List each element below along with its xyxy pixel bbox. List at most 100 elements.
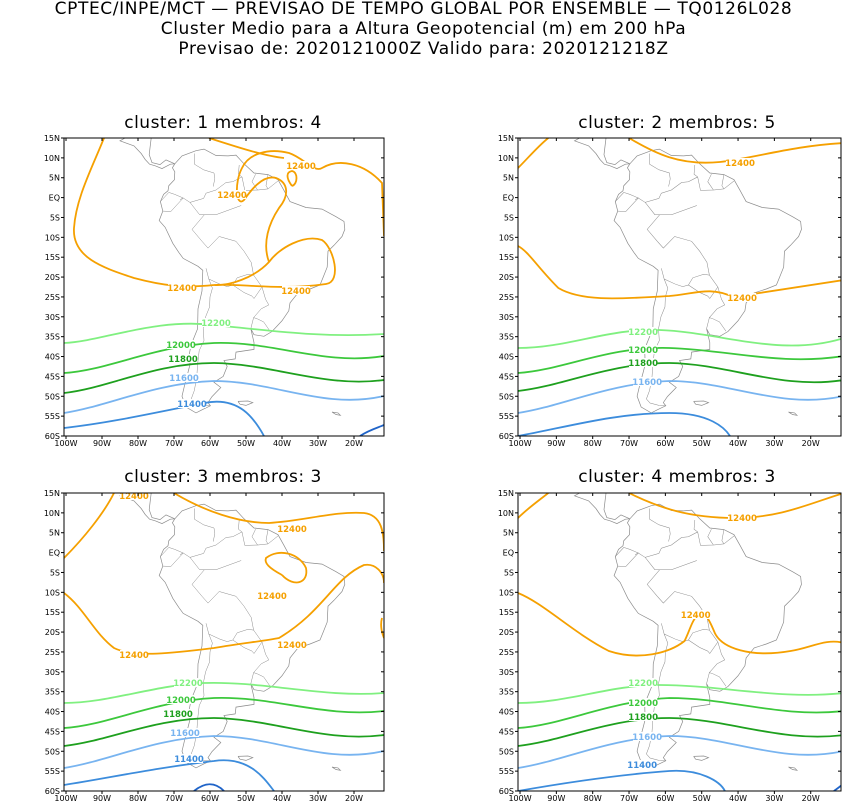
contour-label-12000: 12000 bbox=[166, 696, 196, 706]
lat-label: 30S bbox=[45, 668, 60, 677]
lon-label: 40W bbox=[729, 439, 747, 448]
lon-label: 100W bbox=[54, 439, 77, 448]
lon-label: 50W bbox=[237, 439, 255, 448]
lat-label: EQ bbox=[49, 194, 60, 203]
country-border bbox=[194, 508, 216, 542]
header-title-line-3: Previsao de: 2020121000Z Valido para: 20… bbox=[178, 39, 669, 59]
coastline-central-america bbox=[573, 138, 630, 169]
lon-label: 40W bbox=[273, 439, 291, 448]
coastline-falklands bbox=[237, 755, 254, 761]
lat-label: 15N bbox=[44, 489, 60, 498]
contour-11800 bbox=[518, 362, 841, 392]
country-border bbox=[615, 547, 639, 567]
map-frame bbox=[518, 493, 841, 791]
contour-label-12400: 12400 bbox=[281, 287, 311, 297]
lon-label: 60W bbox=[656, 439, 674, 448]
contour-12000 bbox=[64, 697, 384, 729]
contour-label-12400: 12400 bbox=[727, 514, 757, 524]
country-border bbox=[189, 557, 205, 570]
lat-label: 50S bbox=[45, 392, 60, 401]
coastline-south-georgia bbox=[331, 766, 342, 771]
lat-label: 20S bbox=[45, 628, 60, 637]
lat-label: 10N bbox=[498, 509, 514, 518]
country-border bbox=[265, 174, 269, 190]
contour-12400 bbox=[208, 138, 285, 159]
contour-label-11800: 11800 bbox=[628, 359, 658, 369]
coastline-central-america bbox=[573, 493, 630, 524]
lon-label: 70W bbox=[620, 794, 638, 803]
panel-1-title: cluster: 1 membros: 4 bbox=[124, 113, 322, 133]
lat-label: 45S bbox=[45, 727, 60, 736]
lat-label: 50S bbox=[499, 392, 514, 401]
lat-label: 15S bbox=[499, 608, 514, 617]
country-border bbox=[697, 176, 735, 191]
map-panel-2: 12400 12400 12200 12000 11800 11600 15N 10N 5N EQ… bbox=[498, 134, 847, 448]
country-border bbox=[265, 529, 269, 545]
contour-11800 bbox=[64, 362, 384, 394]
lat-label: 50S bbox=[45, 747, 60, 756]
contour-12400 bbox=[286, 170, 298, 187]
lat-label: 20S bbox=[45, 273, 60, 282]
lon-label: 50W bbox=[693, 794, 711, 803]
lat-label: EQ bbox=[503, 549, 514, 558]
lon-label: 90W bbox=[547, 794, 565, 803]
coastline-falklands bbox=[237, 400, 254, 406]
lat-label: 45S bbox=[45, 372, 60, 381]
contour-label-11400: 11400 bbox=[174, 755, 204, 765]
country-border bbox=[179, 519, 243, 558]
lat-label: 60S bbox=[499, 432, 514, 441]
lat-label: 15S bbox=[45, 608, 60, 617]
contour-12200 bbox=[64, 681, 384, 704]
contour-11400 bbox=[518, 412, 731, 436]
coastline-south-georgia bbox=[788, 766, 799, 771]
contour-label-12400: 12400 bbox=[119, 492, 149, 502]
country-border bbox=[664, 274, 710, 287]
contour-11800 bbox=[64, 717, 384, 747]
lat-label: 10S bbox=[45, 233, 60, 242]
lat-label: 5S bbox=[50, 213, 60, 222]
lat-label: 15N bbox=[498, 489, 514, 498]
contour-11600 bbox=[518, 735, 841, 769]
lon-label: 70W bbox=[165, 439, 183, 448]
contour-label-12400: 12400 bbox=[681, 611, 711, 621]
lon-label: 60W bbox=[201, 794, 219, 803]
contour-12400 bbox=[628, 138, 841, 164]
contour-12400 bbox=[236, 150, 384, 263]
country-border bbox=[707, 174, 714, 191]
coastline-africa bbox=[840, 138, 841, 139]
panel-3-title: cluster: 3 membros: 3 bbox=[124, 467, 322, 487]
lon-label: 100W bbox=[54, 794, 77, 803]
lat-label: EQ bbox=[503, 194, 514, 203]
contour-label-12400: 12400 bbox=[286, 162, 316, 172]
country-border bbox=[634, 519, 699, 558]
coastline-central-america bbox=[119, 138, 175, 169]
contour-12400 bbox=[173, 493, 384, 552]
lat-label: 25S bbox=[45, 293, 60, 302]
contour-label-12400: 12400 bbox=[727, 294, 757, 304]
country-border bbox=[250, 672, 254, 684]
lon-label: 60W bbox=[201, 439, 219, 448]
contour-12400 bbox=[518, 592, 841, 657]
contour-12200 bbox=[518, 329, 841, 349]
lon-label: 20W bbox=[802, 794, 820, 803]
lat-label: EQ bbox=[49, 549, 60, 558]
contour-12000 bbox=[518, 347, 841, 374]
lat-label: 55S bbox=[499, 767, 514, 776]
lat-label: 15N bbox=[44, 134, 60, 143]
map-frame bbox=[518, 138, 841, 436]
country-border bbox=[241, 531, 279, 546]
country-border bbox=[706, 317, 710, 329]
contour-11800 bbox=[518, 717, 841, 747]
country-border bbox=[232, 284, 263, 299]
contour-label-12200: 12200 bbox=[173, 679, 203, 689]
lat-label: 15S bbox=[499, 253, 514, 262]
map-frame bbox=[64, 493, 384, 791]
contour-11600 bbox=[518, 380, 841, 414]
lon-label: 40W bbox=[273, 794, 291, 803]
lat-label: 10N bbox=[498, 154, 514, 163]
lon-label: 90W bbox=[93, 439, 111, 448]
lat-label: 55S bbox=[45, 767, 60, 776]
contour-12400 bbox=[73, 138, 215, 288]
coastline-africa bbox=[383, 138, 384, 139]
